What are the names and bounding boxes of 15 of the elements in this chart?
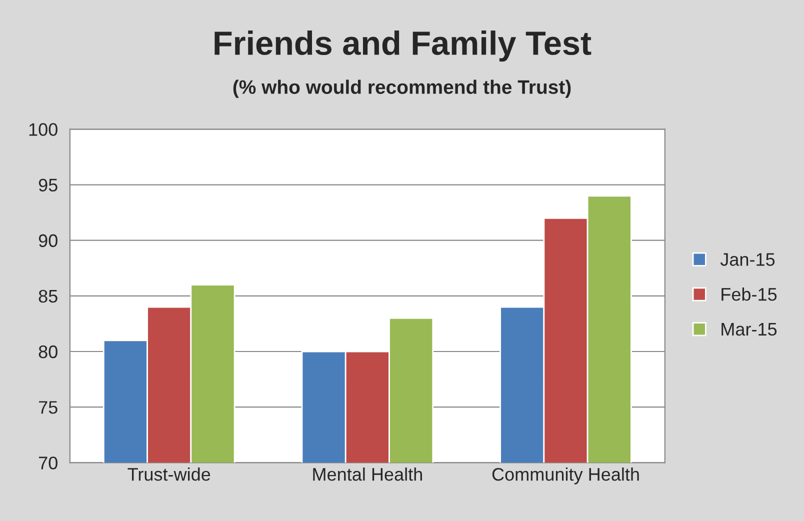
legend-label: Jan-15 <box>720 253 775 266</box>
x-tick-label: Mental Health <box>313 468 422 481</box>
chart-subtitle: (% who would recommend the Trust) <box>233 80 571 98</box>
legend-label: Mar-15 <box>722 323 777 336</box>
y-tick-label: 85 <box>38 290 58 303</box>
chart-title: Friends and Family Test <box>214 30 592 62</box>
y-tick-label: 95 <box>38 178 58 192</box>
y-tick-label: 80 <box>38 345 58 358</box>
legend-label: Feb-15 <box>722 288 777 301</box>
y-tick-label: 90 <box>38 234 58 248</box>
x-tick-label: Trust-wide <box>128 468 210 481</box>
y-tick-label: 100 <box>29 123 58 136</box>
y-tick-label: 75 <box>38 401 58 414</box>
y-tick-label: 70 <box>38 456 58 470</box>
x-tick-label: Community Health <box>492 468 639 484</box>
